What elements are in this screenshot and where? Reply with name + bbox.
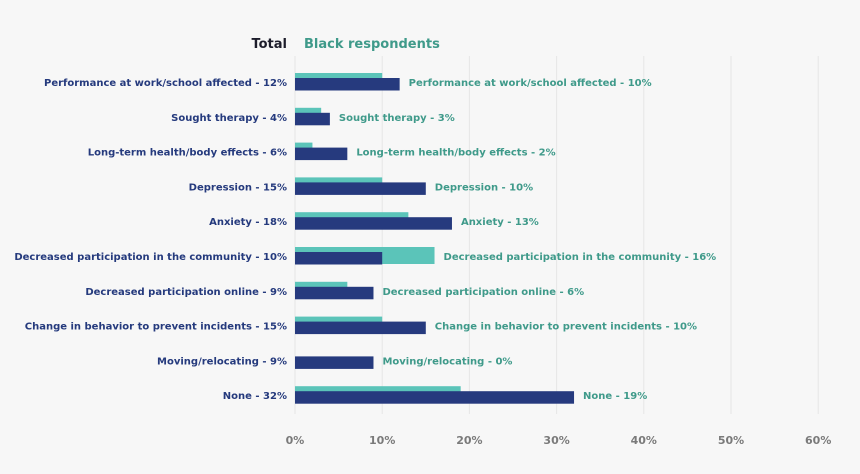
bar-total [295,112,330,126]
total-label: Sought therapy - 4% [171,113,287,124]
black-respondents-label: Change in behavior to prevent incidents … [435,322,697,333]
black-respondents-label: Performance at work/school affected - 10… [409,78,652,89]
bar-total [295,252,383,265]
black-respondents-label: Long-term health/body effects - 2% [356,148,555,159]
black-respondents-label: Decreased participation online - 6% [382,287,584,298]
total-label: Moving/relocating - 9% [157,356,287,367]
black-respondents-label: Moving/relocating - 0% [382,356,512,367]
total-label: Decreased participation in the community… [14,252,287,263]
black-respondents-label: Sought therapy - 3% [339,113,455,124]
black-respondents-label: Depression - 10% [435,182,533,193]
legend-total: Total [251,37,287,52]
total-label: Long-term health/body effects - 6% [88,148,287,159]
bar-total [295,147,348,161]
x-tick-label: 40% [631,434,657,447]
total-label: Anxiety - 18% [209,217,287,228]
total-label: Performance at work/school affected - 12… [44,78,287,89]
bar-total [295,182,426,195]
total-label: None - 32% [223,391,287,402]
total-label: Decreased participation online - 9% [85,287,287,298]
bar-total [295,217,452,230]
x-tick-label: 60% [805,434,831,447]
bar-total [295,391,575,404]
black-respondents-label: Decreased participation in the community… [444,252,717,263]
x-tick-label: 0% [286,434,305,447]
legend-black-respondents: Black respondents [304,37,440,52]
x-tick-label: 30% [543,434,569,447]
bar-total [295,286,374,300]
x-tick-label: 20% [456,434,482,447]
black-respondents-label: Anxiety - 13% [461,217,539,228]
bar-total [295,78,400,91]
total-label: Change in behavior to prevent incidents … [25,322,287,333]
total-label: Depression - 15% [189,182,287,193]
bar-total [295,356,374,369]
black-respondents-label: None - 19% [583,391,647,402]
x-tick-label: 50% [718,434,744,447]
x-tick-label: 10% [369,434,395,447]
bar-total [295,321,426,335]
